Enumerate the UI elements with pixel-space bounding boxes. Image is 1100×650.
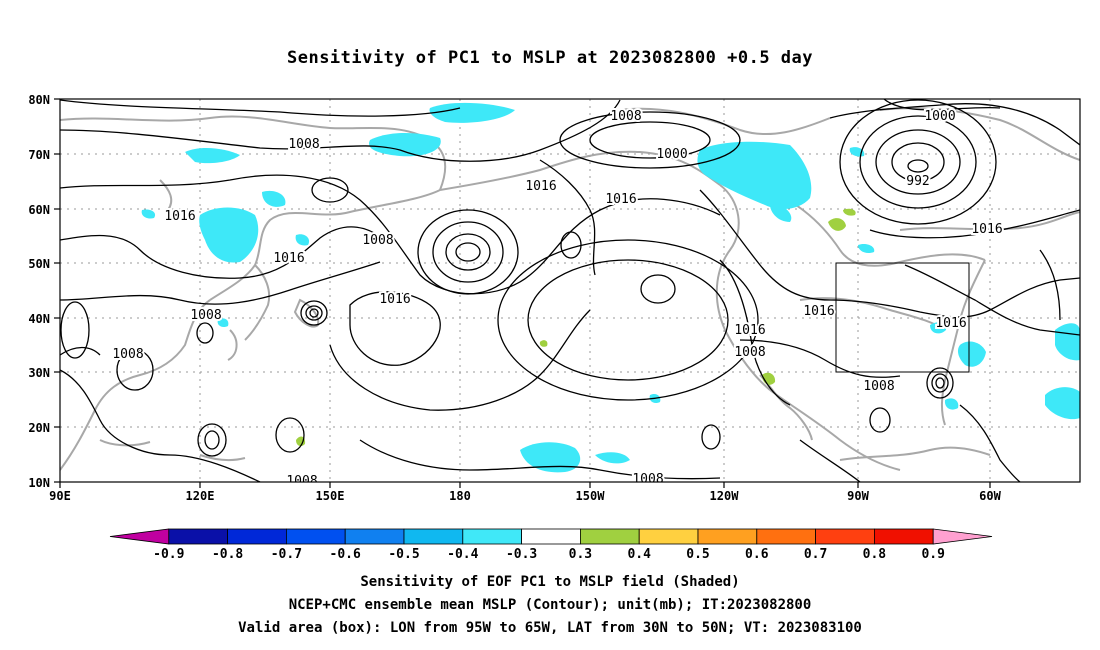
coastlines xyxy=(60,107,1080,471)
negative-sensitivity-shading xyxy=(141,102,1080,473)
caption-contour: NCEP+CMC ensemble mean MSLP (Contour); u… xyxy=(288,597,812,613)
colorbar-label: -0.8 xyxy=(212,547,243,562)
colorbar-label: 0.8 xyxy=(863,547,887,562)
plot-frame xyxy=(59,98,1081,483)
contour-label: 1008 xyxy=(190,308,221,323)
contour-label: 1016 xyxy=(525,179,556,194)
colorbar-label: 0.3 xyxy=(569,547,592,562)
colorbar-cell xyxy=(697,528,758,545)
lon-label: 90W xyxy=(847,489,869,503)
colorbar-cell xyxy=(285,528,346,545)
contour-label: 1016 xyxy=(273,251,304,266)
contour-label: 1008 xyxy=(610,109,641,124)
contour-label: 1008 xyxy=(863,379,894,394)
valid-area-box xyxy=(835,262,970,373)
colorbar-cell xyxy=(521,528,581,545)
colorbar-label: -0.9 xyxy=(153,547,184,562)
colorbar-cell xyxy=(344,528,405,545)
longitude-labels: 90E 120E 150E 180 150W 120W 90W 60W xyxy=(49,489,1001,503)
contour-label: 1008 xyxy=(632,472,663,487)
colorbar-arrow-left xyxy=(109,528,170,545)
contour-label: 992 xyxy=(906,174,929,189)
lon-label: 150E xyxy=(316,489,345,503)
colorbar-label: 0.6 xyxy=(745,547,769,562)
lon-label: 120E xyxy=(186,489,215,503)
lat-label: 70N xyxy=(28,148,50,162)
contour-label: 1008 xyxy=(362,233,393,248)
colorbar-cell xyxy=(168,528,229,545)
contour-label: 1016 xyxy=(379,292,410,307)
map-title: Sensitivity of PC1 to MSLP at 2023082800… xyxy=(286,48,813,68)
colorbar-label: 0.4 xyxy=(627,547,651,562)
lon-label: 120W xyxy=(710,489,740,503)
colorbar-cell xyxy=(580,528,640,545)
lat-label: 50N xyxy=(28,257,50,271)
mslp-contours xyxy=(60,99,1080,482)
tick-marks xyxy=(54,98,991,488)
caption-shading: Sensitivity of EOF PC1 to MSLP field (Sh… xyxy=(360,574,740,590)
colorbar-label: -0.6 xyxy=(330,547,361,562)
positive-sensitivity-shading xyxy=(296,208,856,447)
colorbar: -0.9 -0.8 -0.7 -0.6 -0.5 -0.4 -0.3 0.3 0.4 0.5 0.6… xyxy=(109,528,993,562)
colorbar-cell xyxy=(403,528,464,545)
colorbar-cell xyxy=(227,528,287,545)
colorbar-label: -0.3 xyxy=(506,547,537,562)
colorbar-label: 0.7 xyxy=(804,547,827,562)
colorbar-cell xyxy=(815,528,875,545)
lon-label: 180 xyxy=(449,489,471,503)
colorbar-label: 0.5 xyxy=(686,547,709,562)
latitude-labels: 80N 70N 60N 50N 40N 30N 20N 10N xyxy=(28,93,50,490)
lon-label: 60W xyxy=(979,489,1001,503)
colorbar-label: -0.7 xyxy=(271,547,302,562)
contour-label: 1016 xyxy=(803,304,834,319)
colorbar-label: 0.9 xyxy=(921,547,944,562)
colorbar-label: -0.5 xyxy=(388,547,419,562)
lat-label: 30N xyxy=(28,366,50,380)
caption-valid-area: Valid area (box): LON from 95W to 65W, L… xyxy=(238,620,862,636)
contour-label: 1016 xyxy=(164,209,195,224)
lon-label: 90E xyxy=(49,489,71,503)
contour-label: 1008 xyxy=(734,345,765,360)
colorbar-arrow-right xyxy=(932,528,993,545)
colorbar-cell xyxy=(638,528,699,545)
contour-label: 1016 xyxy=(605,192,636,207)
contour-label: 1000 xyxy=(924,109,955,124)
contour-label: 1008 xyxy=(288,137,319,152)
contour-label: 1008 xyxy=(112,347,143,362)
contour-labels: 1008 1000 1000 992 1008 1016 1016 1016 1… xyxy=(110,107,1004,489)
colorbar-label: -0.4 xyxy=(447,547,478,562)
lat-label: 60N xyxy=(28,203,50,217)
colorbar-cell xyxy=(874,528,934,545)
lon-label: 150W xyxy=(576,489,606,503)
lat-label: 10N xyxy=(28,476,50,490)
contour-label: 1016 xyxy=(935,316,966,331)
contour-label: 1008 xyxy=(286,474,317,489)
lat-label: 80N xyxy=(28,93,50,107)
contour-label: 1016 xyxy=(971,222,1002,237)
lat-label: 20N xyxy=(28,421,50,435)
contour-label: 1000 xyxy=(656,147,687,162)
lat-label: 40N xyxy=(28,312,50,326)
contour-label: 1016 xyxy=(734,323,765,338)
colorbar-cell xyxy=(462,528,522,545)
colorbar-cell xyxy=(756,528,816,545)
